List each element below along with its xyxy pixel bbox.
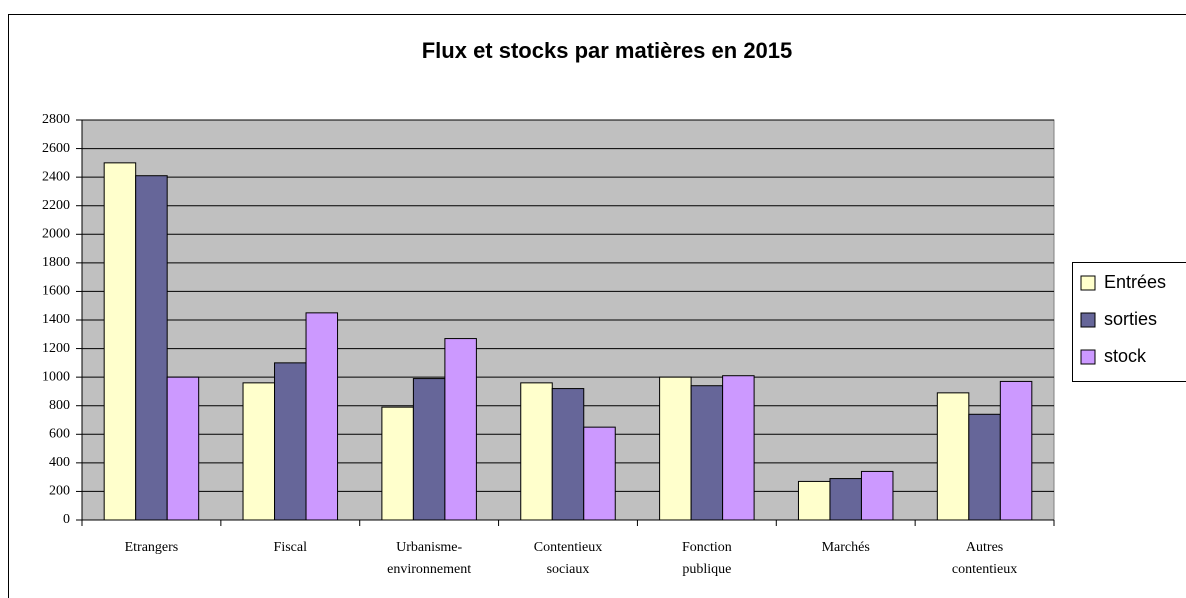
y-tick-label: 1600 [42,284,70,299]
x-tick-label: Fiscal [274,540,308,555]
y-tick-label: 2400 [42,169,70,184]
bar [274,362,307,521]
y-tick-label: 2000 [42,227,70,242]
legend-label: Entrées [1104,272,1166,292]
bar [999,380,1033,521]
x-tick-label: Urbanisme-environnement [387,540,471,577]
y-tick-label: 2200 [42,198,70,213]
legend-swatch [1080,312,1096,328]
y-tick-label: 200 [49,484,70,499]
bar [968,413,1001,521]
legend-label: sorties [1104,309,1157,329]
bar [166,376,200,521]
y-tick-label: 0 [63,512,70,527]
bar [583,426,616,521]
bar [412,378,446,521]
x-tick-label: Autres contentieux [952,540,1017,577]
legend-swatch [1080,349,1096,365]
bar [103,162,137,521]
bar [829,478,862,521]
y-tick-label: 400 [49,455,70,470]
bar [722,375,755,521]
bar [551,388,585,521]
bar [381,406,414,521]
bar [797,480,831,521]
chart-title: Flux et stocks par matières en 2015 [422,38,793,63]
bar [135,175,168,521]
y-tick-label: 1400 [42,312,70,327]
bar [936,392,970,521]
x-tick-label: Contentieux sociaux [534,540,602,577]
y-tick-label: 1000 [42,369,70,384]
legend-swatch [1080,275,1096,291]
bar [444,338,477,521]
x-tick-label: Etrangers [125,540,179,555]
bar [860,470,894,521]
bar [659,376,692,521]
x-tick-label: Marchés [822,540,870,555]
y-tick-label: 800 [49,398,70,413]
y-tick-label: 2800 [42,112,70,127]
y-tick-label: 600 [49,427,70,442]
bar [690,385,724,521]
y-tick-label: 1800 [42,255,70,270]
bar [305,312,339,521]
y-tick-label: 1200 [42,341,70,356]
bar [520,382,553,521]
x-tick-label: Fonction publique [682,540,732,577]
legend-label: stock [1104,346,1147,366]
y-tick-label: 2600 [42,141,70,156]
bar [242,382,276,521]
